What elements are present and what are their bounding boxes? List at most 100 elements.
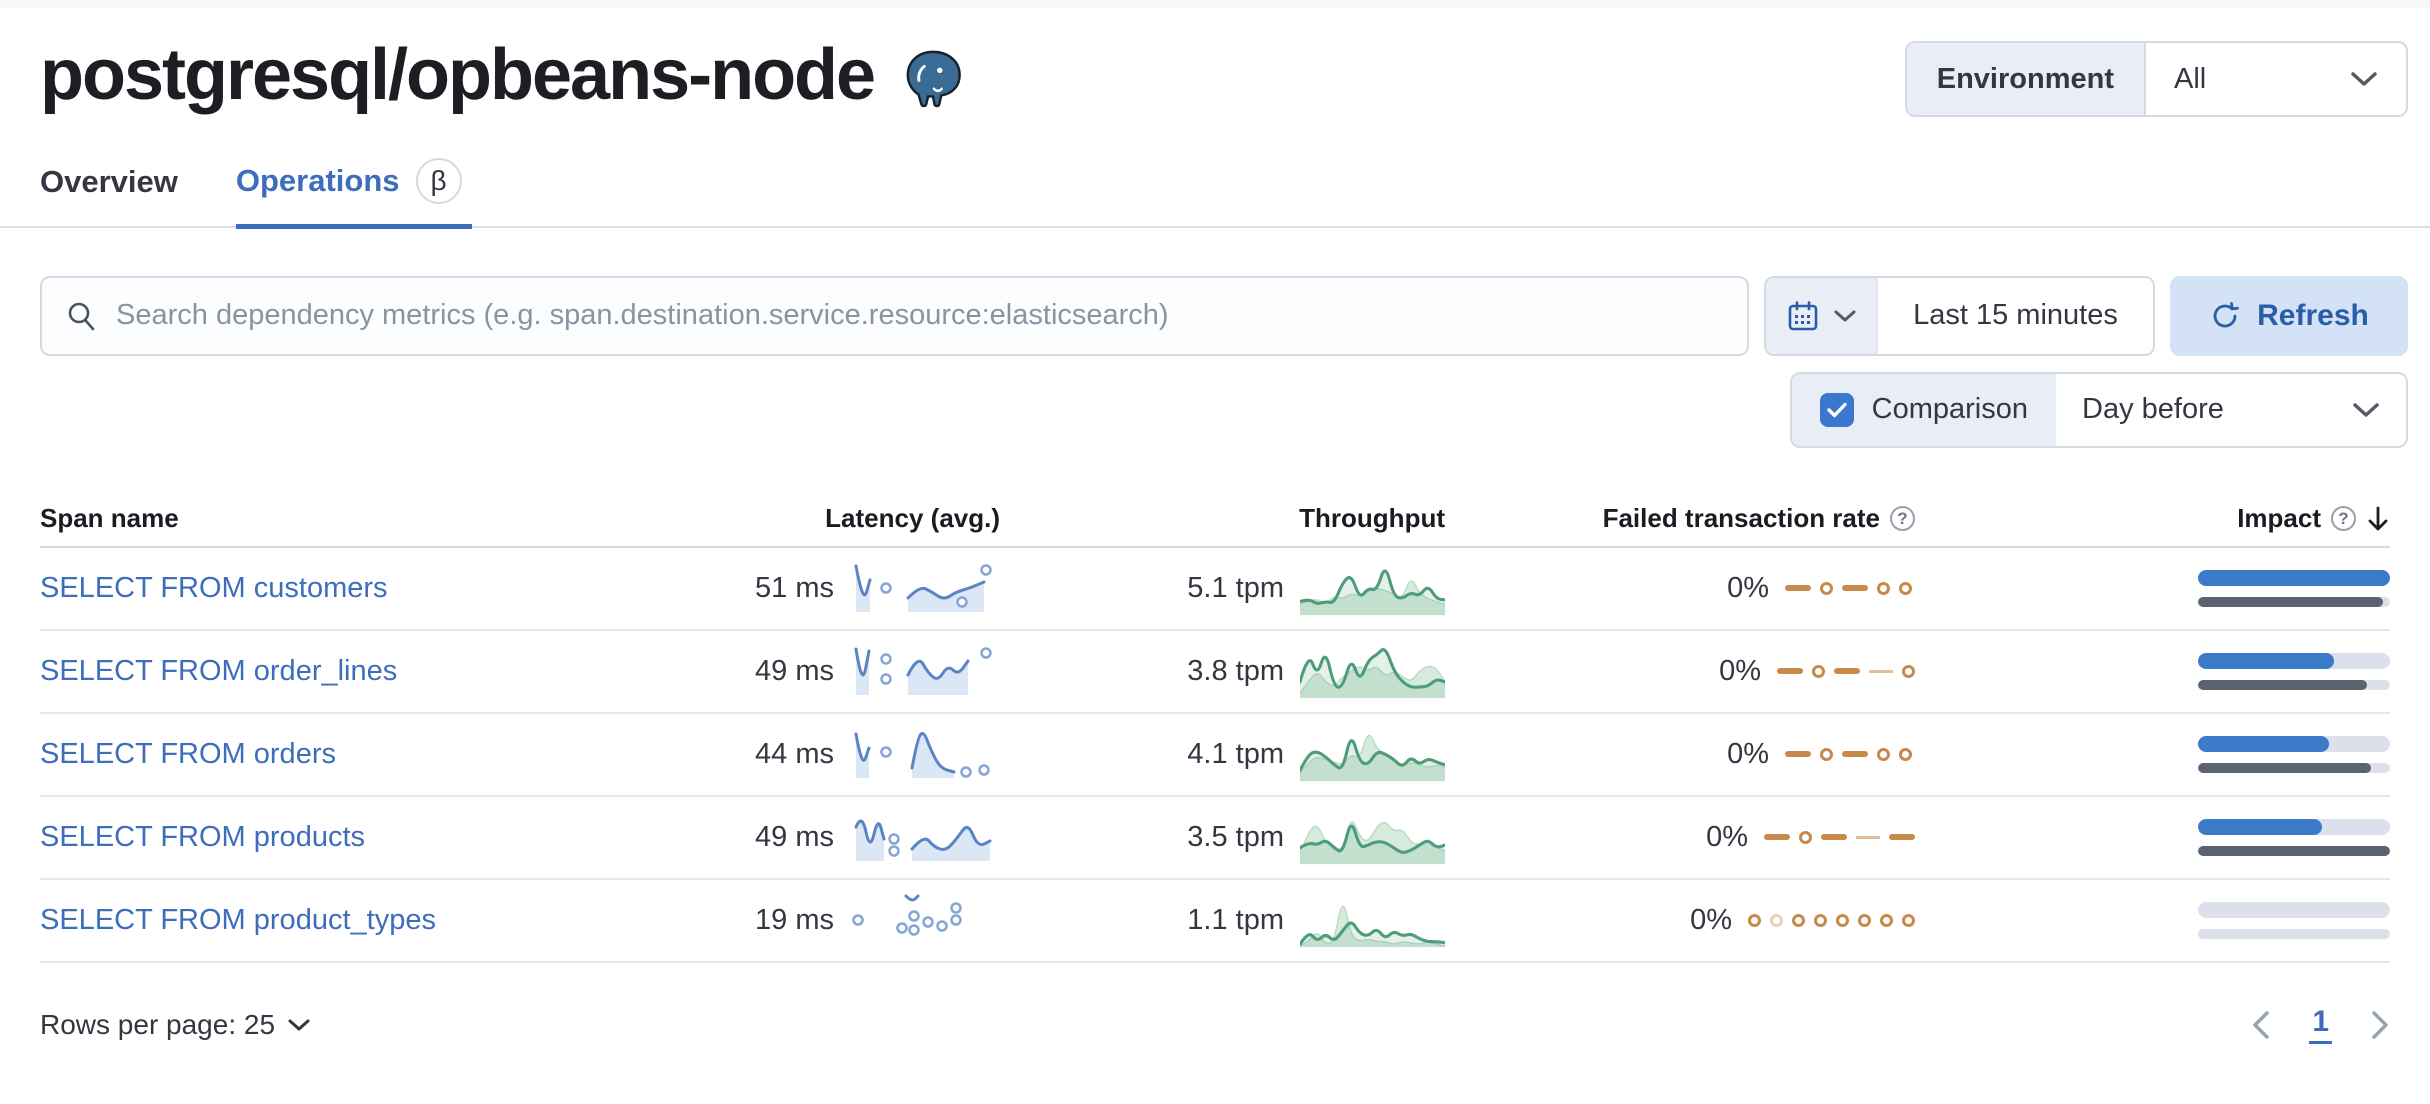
failed-rate-value: 0%	[1706, 820, 1748, 853]
span-name-link[interactable]: SELECT FROM customers	[40, 571, 388, 604]
latency-value: 51 ms	[755, 571, 834, 604]
impact-cell	[1915, 569, 2390, 607]
column-header-failed-rate[interactable]: Failed transaction rate	[1445, 503, 1915, 534]
failed-rate-cell: 0%	[1445, 738, 1915, 771]
environment-label: Environment	[1906, 43, 2146, 115]
latency-sparkline	[854, 819, 992, 862]
latency-cell: 49 ms	[580, 640, 1000, 702]
latency-cell: 44 ms	[580, 723, 1000, 785]
column-header-impact[interactable]: Impact	[1915, 503, 2390, 534]
date-picker[interactable]: Last 15 minutes	[1764, 275, 2155, 356]
impact-current-bar	[2198, 569, 2390, 586]
impact-bars	[2198, 569, 2390, 607]
dot-marker	[1748, 913, 1761, 927]
search-box[interactable]	[40, 275, 1749, 356]
span-name-link[interactable]: SELECT FROM orders	[40, 737, 336, 770]
throughput-value: 3.5 tpm	[1187, 820, 1284, 853]
throughput-cell: 1.1 tpm	[1000, 887, 1445, 953]
span-name-link[interactable]: SELECT FROM order_lines	[40, 654, 398, 687]
table-row: SELECT FROM products 49 ms 3.5 tpm 0%	[40, 797, 2390, 880]
table-header-row: Span name Latency (avg.) Throughput Fail…	[40, 492, 2390, 548]
failed-rate-cell: 0%	[1445, 572, 1915, 605]
latency-cell: 19 ms	[580, 889, 1000, 951]
search-input[interactable]	[116, 299, 1723, 333]
next-page-button[interactable]	[2370, 1010, 2390, 1040]
comparison-value: Day before	[2082, 393, 2224, 426]
postgresql-logo-icon	[906, 50, 961, 108]
throughput-value: 4.1 tpm	[1187, 737, 1284, 770]
failed-rate-value: 0%	[1727, 737, 1769, 770]
rows-per-page-button[interactable]: Rows per page: 25	[40, 1009, 311, 1041]
span-name-cell: SELECT FROM orders	[40, 738, 580, 771]
failed-rate-header-label: Failed transaction rate	[1602, 503, 1880, 534]
impact-previous-bar	[2198, 845, 2390, 856]
comparison-select[interactable]: Day before	[2056, 374, 2406, 446]
latency-sparkline	[852, 894, 962, 936]
impact-current-bar	[2198, 818, 2322, 835]
failed-rate-sparkline	[1748, 913, 1915, 927]
dot-marker	[1899, 747, 1912, 761]
comparison-checkbox[interactable]	[1819, 392, 1854, 427]
failed-rate-cell: 0%	[1445, 655, 1915, 688]
failed-rate-cell: 0%	[1445, 904, 1915, 937]
toolbar: Last 15 minutes Refresh	[40, 275, 2408, 356]
chevron-left-icon	[2253, 1010, 2270, 1039]
thin-marker	[1856, 835, 1880, 839]
table-body: SELECT FROM customers 51 ms 5.1 tpm 0%	[40, 548, 2390, 963]
latency-value: 19 ms	[755, 903, 834, 936]
impact-previous-bar	[2198, 596, 2384, 607]
dash-marker	[1842, 751, 1868, 758]
tab-overview[interactable]: Overview	[40, 158, 178, 226]
column-header-span-name[interactable]: Span name	[40, 503, 580, 534]
thin-marker	[1869, 669, 1893, 673]
column-header-throughput[interactable]: Throughput	[1000, 503, 1445, 534]
fdot-marker	[1770, 913, 1783, 927]
span-name-cell: SELECT FROM order_lines	[40, 655, 580, 688]
top-strip	[0, 0, 2430, 8]
date-picker-quick-menu[interactable]	[1766, 277, 1878, 354]
column-header-latency[interactable]: Latency (avg.)	[580, 503, 1000, 534]
table-row: SELECT FROM orders 44 ms 4.1 tpm 0%	[40, 714, 2390, 797]
span-name-cell: SELECT FROM product_types	[40, 904, 580, 937]
throughput-header-label: Throughput	[1299, 503, 1445, 534]
latency-value: 44 ms	[755, 737, 834, 770]
impact-bars	[2198, 901, 2390, 939]
help-icon[interactable]	[1890, 506, 1915, 532]
impact-previous-bar	[2198, 679, 2367, 690]
latency-value: 49 ms	[755, 820, 834, 853]
comparison-control: Comparison Day before	[1789, 371, 2408, 448]
dash-marker	[1889, 834, 1915, 841]
refresh-button[interactable]: Refresh	[2170, 275, 2408, 356]
tab-operations-label: Operations	[235, 162, 400, 198]
dot-marker	[1877, 747, 1890, 761]
dash-marker	[1821, 834, 1847, 841]
span-name-link[interactable]: SELECT FROM products	[40, 820, 366, 853]
help-icon[interactable]	[2331, 506, 2356, 532]
tab-operations[interactable]: Operations β	[235, 157, 472, 229]
beta-badge: β	[415, 157, 462, 204]
failed-rate-sparkline	[1785, 747, 1915, 761]
comparison-label: Comparison	[1871, 393, 2028, 426]
dot-marker	[1880, 913, 1893, 927]
throughput-cell: 5.1 tpm	[1000, 555, 1445, 621]
tab-bar: Overview Operations β	[0, 157, 2430, 229]
dash-marker	[1777, 668, 1803, 675]
failed-rate-cell: 0%	[1445, 821, 1915, 854]
failed-rate-sparkline	[1785, 581, 1915, 595]
table-row: SELECT FROM customers 51 ms 5.1 tpm 0%	[40, 548, 2390, 631]
dot-marker	[1792, 913, 1805, 927]
dot-marker	[1820, 581, 1833, 595]
dot-marker	[1899, 581, 1912, 595]
environment-select[interactable]: Environment All	[1904, 41, 2408, 117]
time-range-value[interactable]: Last 15 minutes	[1913, 299, 2118, 332]
table-footer: Rows per page: 25 1	[40, 989, 2390, 1061]
span-name-link[interactable]: SELECT FROM product_types	[40, 903, 436, 936]
previous-page-button[interactable]	[2251, 1010, 2271, 1040]
chevron-down-icon	[1834, 310, 1856, 322]
chevron-right-icon	[2372, 1010, 2388, 1039]
page-number-1[interactable]: 1	[2309, 1005, 2332, 1045]
tab-overview-label: Overview	[40, 163, 178, 199]
page-title: postgresql/opbeans-node	[40, 35, 876, 115]
environment-value: All	[2174, 62, 2207, 95]
throughput-cell: 3.5 tpm	[1000, 804, 1445, 870]
